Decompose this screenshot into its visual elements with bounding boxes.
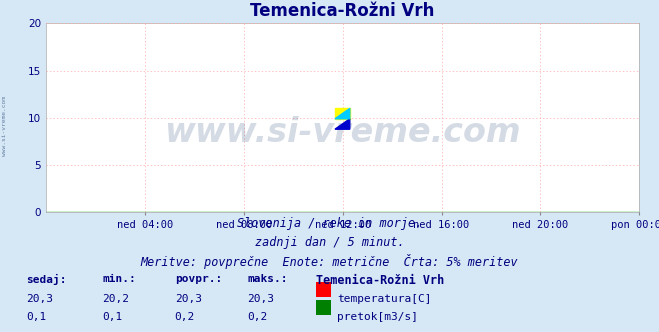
Text: sedaj:: sedaj: <box>26 274 67 285</box>
Text: povpr.:: povpr.: <box>175 274 222 284</box>
Title: Temenica-Rožni Vrh: Temenica-Rožni Vrh <box>250 2 435 20</box>
Text: Meritve: povprečne  Enote: metrične  Črta: 5% meritev: Meritve: povprečne Enote: metrične Črta:… <box>140 254 519 269</box>
Text: www.si-vreme.com: www.si-vreme.com <box>2 96 7 156</box>
Polygon shape <box>335 119 350 129</box>
Text: 0,2: 0,2 <box>247 312 268 322</box>
Text: pretok[m3/s]: pretok[m3/s] <box>337 312 418 322</box>
Text: maks.:: maks.: <box>247 274 287 284</box>
Polygon shape <box>335 108 350 119</box>
Text: Temenica-Rožni Vrh: Temenica-Rožni Vrh <box>316 274 445 287</box>
Text: 20,3: 20,3 <box>26 294 53 304</box>
Text: zadnji dan / 5 minut.: zadnji dan / 5 minut. <box>254 236 405 249</box>
Text: 0,1: 0,1 <box>102 312 123 322</box>
Text: Slovenija / reke in morje.: Slovenija / reke in morje. <box>237 217 422 230</box>
Text: 20,3: 20,3 <box>247 294 274 304</box>
Text: www.si-vreme.com: www.si-vreme.com <box>164 117 521 149</box>
Text: 0,2: 0,2 <box>175 312 195 322</box>
Text: temperatura[C]: temperatura[C] <box>337 294 432 304</box>
Text: 20,2: 20,2 <box>102 294 129 304</box>
Text: 20,3: 20,3 <box>175 294 202 304</box>
Text: min.:: min.: <box>102 274 136 284</box>
Polygon shape <box>335 108 350 119</box>
Text: 0,1: 0,1 <box>26 312 47 322</box>
